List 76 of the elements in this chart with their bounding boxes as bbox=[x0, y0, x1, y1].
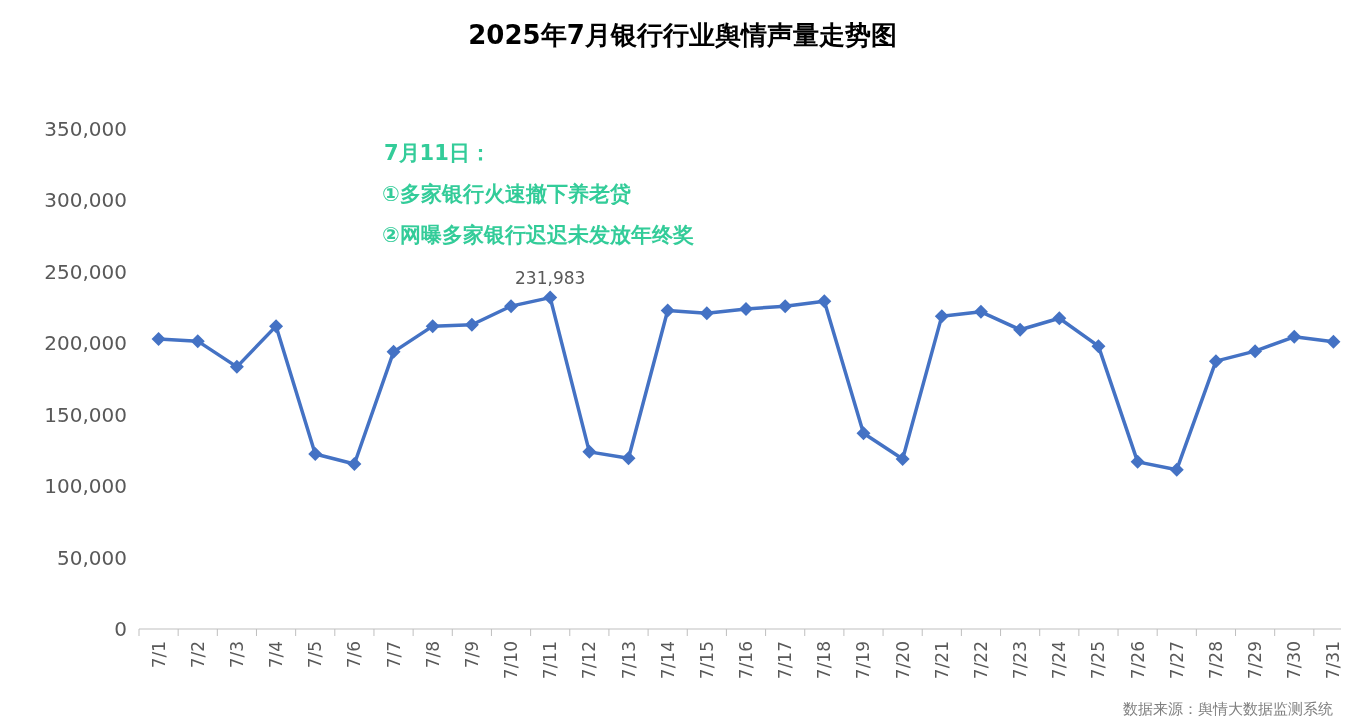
x-tick-label: 7/25 bbox=[1088, 641, 1109, 680]
x-tick-label: 7/30 bbox=[1284, 641, 1305, 680]
point bbox=[425, 319, 440, 334]
x-tick-label: 7/15 bbox=[696, 641, 717, 680]
y-tick-label: 0 bbox=[114, 617, 127, 641]
annotation: ①多家银行火速撤下养老贷 bbox=[382, 182, 631, 206]
x-tick-label: 7/10 bbox=[501, 641, 522, 680]
x-tick-label: 7/7 bbox=[383, 641, 404, 669]
x-tick-label: 7/28 bbox=[1205, 641, 1226, 680]
point bbox=[1287, 329, 1302, 344]
point bbox=[1208, 354, 1223, 369]
point bbox=[1052, 311, 1067, 326]
point bbox=[895, 452, 910, 466]
x-tick-label: 7/22 bbox=[970, 641, 991, 680]
point bbox=[660, 303, 675, 318]
x-tick-label: 7/18 bbox=[814, 641, 835, 680]
data-label: 231,983 bbox=[515, 267, 586, 288]
y-tick-label: 50,000 bbox=[57, 545, 127, 570]
x-tick-label: 7/17 bbox=[775, 641, 796, 680]
point bbox=[543, 290, 558, 305]
x-tick-label: 7/23 bbox=[1010, 641, 1031, 680]
point bbox=[699, 306, 714, 321]
point bbox=[778, 299, 793, 314]
y-tick-label: 300,000 bbox=[44, 188, 127, 213]
point bbox=[739, 302, 753, 316]
point bbox=[269, 319, 284, 334]
y-tick-label: 150,000 bbox=[44, 402, 127, 427]
point bbox=[582, 444, 597, 459]
point bbox=[1248, 344, 1263, 359]
point bbox=[934, 309, 949, 324]
x-tick-label: 7/5 bbox=[305, 641, 326, 669]
x-tick-label: 7/20 bbox=[892, 641, 913, 680]
point bbox=[347, 457, 362, 471]
x-tick-label: 7/12 bbox=[579, 641, 600, 680]
point bbox=[1169, 462, 1184, 477]
point bbox=[1013, 322, 1028, 337]
y-tick-label: 350,000 bbox=[44, 117, 127, 141]
y-tick-label: 200,000 bbox=[44, 331, 127, 356]
x-tick-label: 7/8 bbox=[422, 641, 443, 669]
x-tick-label: 7/14 bbox=[657, 641, 678, 680]
x-tick-label: 7/3 bbox=[226, 641, 247, 669]
x-tick-label: 7/31 bbox=[1323, 641, 1344, 680]
x-tick-label: 7/4 bbox=[266, 641, 287, 669]
x-tick-label: 7/21 bbox=[931, 641, 952, 680]
point bbox=[504, 299, 519, 314]
point bbox=[308, 447, 323, 461]
point bbox=[229, 359, 244, 374]
x-tick-label: 7/27 bbox=[1166, 641, 1187, 680]
point bbox=[386, 344, 401, 359]
point bbox=[621, 451, 636, 466]
x-tick-label: 7/9 bbox=[461, 641, 482, 669]
source-note: 数据来源：舆情大数据监测系统 bbox=[1123, 700, 1333, 718]
point bbox=[1091, 339, 1106, 354]
point bbox=[856, 426, 871, 441]
x-tick-label: 7/16 bbox=[736, 641, 756, 680]
x-tick-label: 7/11 bbox=[540, 641, 561, 680]
x-tick-label: 7/19 bbox=[853, 641, 874, 680]
x-tick-label: 7/2 bbox=[187, 641, 208, 669]
point bbox=[464, 317, 479, 332]
point bbox=[151, 332, 166, 346]
point bbox=[973, 304, 988, 319]
x-tick-label: 7/6 bbox=[344, 641, 365, 669]
annotation: 7月11日： bbox=[384, 141, 491, 165]
point bbox=[1130, 454, 1145, 469]
y-tick-label: 250,000 bbox=[44, 259, 127, 284]
chart-title: 2025年7月银行行业舆情声量走势图 bbox=[468, 20, 897, 50]
x-tick-label: 7/24 bbox=[1049, 641, 1070, 680]
annotation: ②网曝多家银行迟迟未发放年终奖 bbox=[382, 223, 694, 247]
point bbox=[1326, 334, 1341, 349]
point bbox=[190, 334, 205, 349]
x-tick-label: 7/26 bbox=[1127, 641, 1148, 680]
x-tick-label: 7/29 bbox=[1245, 641, 1266, 680]
y-tick-label: 100,000 bbox=[44, 474, 127, 499]
point bbox=[817, 294, 832, 309]
x-tick-label: 7/1 bbox=[148, 641, 169, 669]
x-tick-label: 7/13 bbox=[618, 641, 639, 680]
